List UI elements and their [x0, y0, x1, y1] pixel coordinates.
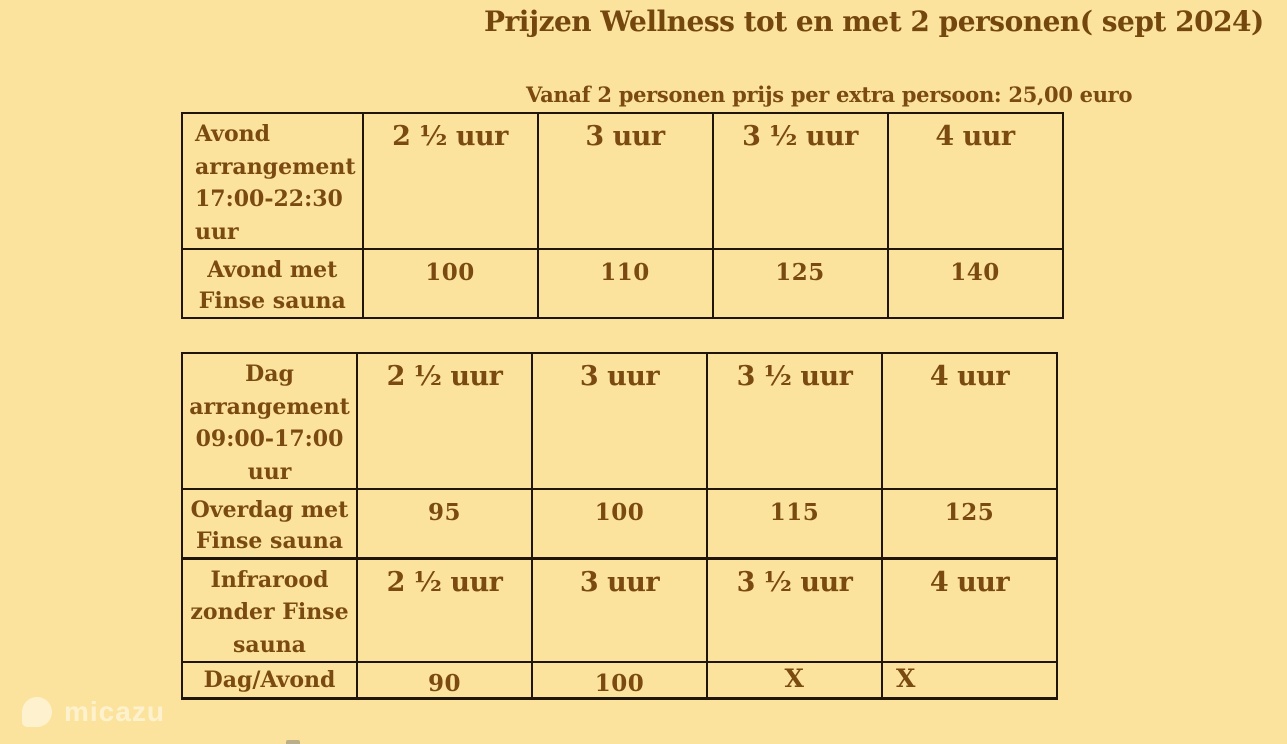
day-pricing-table: Dag arrangement 09:00-17:00 uur 2 ½ uur … [181, 351, 1058, 700]
arrangement-header-cell: Dag arrangement 09:00-17:00 uur [181, 351, 358, 491]
duration-header-cell: 3 uur [536, 111, 714, 251]
duration-header-cell: 3 ½ uur [706, 556, 883, 664]
cropped-text-artifact [286, 740, 300, 744]
price-cell: 100 [531, 661, 708, 700]
micazu-wordmark: micazu [64, 696, 165, 727]
extra-person-note: Vanaf 2 personen prijs per extra persoon… [526, 82, 1133, 107]
unavailable-cell: X [706, 661, 883, 700]
duration-header-cell: 2 ½ uur [356, 351, 533, 491]
table-row: Avond met Finse sauna 100 110 125 140 [181, 248, 1064, 319]
unavailable-cell: X [881, 661, 1058, 700]
table-row: Dag/Avond 90 100 X X [181, 661, 1058, 700]
price-cell: 100 [531, 488, 708, 560]
duration-header-cell: 3 ½ uur [711, 111, 889, 251]
duration-header-cell: 3 uur [531, 351, 708, 491]
row-label-cell: Avond met Finse sauna [181, 248, 364, 319]
micazu-watermark: micazu [22, 696, 165, 728]
price-cell: 95 [356, 488, 533, 560]
price-cell: 110 [536, 248, 714, 319]
micazu-logo-icon [22, 697, 52, 727]
duration-header-cell: 4 uur [881, 556, 1058, 664]
arrangement-header-cell: Infrarood zonder Finse sauna [181, 556, 358, 664]
row-label-cell: Overdag met Finse sauna [181, 488, 358, 560]
table-row: Dag arrangement 09:00-17:00 uur 2 ½ uur … [181, 351, 1058, 491]
duration-header-cell: 4 uur [881, 351, 1058, 491]
price-cell: 100 [361, 248, 539, 319]
table-row: Infrarood zonder Finse sauna 2 ½ uur 3 u… [181, 556, 1058, 664]
duration-header-cell: 2 ½ uur [361, 111, 539, 251]
arrangement-header-cell: Avond arrangement 17:00-22:30 uur [181, 111, 364, 251]
duration-header-cell: 4 uur [886, 111, 1064, 251]
price-cell: 125 [881, 488, 1058, 560]
row-label-cell: Dag/Avond [181, 661, 358, 700]
table-row: Overdag met Finse sauna 95 100 115 125 [181, 488, 1058, 560]
price-cell: 140 [886, 248, 1064, 319]
table-row: Avond arrangement 17:00-22:30 uur 2 ½ uu… [181, 111, 1064, 251]
duration-header-cell: 3 ½ uur [706, 351, 883, 491]
page-title: Prijzen Wellness tot en met 2 personen( … [484, 5, 1264, 38]
duration-header-cell: 3 uur [531, 556, 708, 664]
duration-header-cell: 2 ½ uur [356, 556, 533, 664]
price-cell: 115 [706, 488, 883, 560]
price-cell: 125 [711, 248, 889, 319]
price-cell: 90 [356, 661, 533, 700]
evening-pricing-table: Avond arrangement 17:00-22:30 uur 2 ½ uu… [181, 111, 1064, 319]
